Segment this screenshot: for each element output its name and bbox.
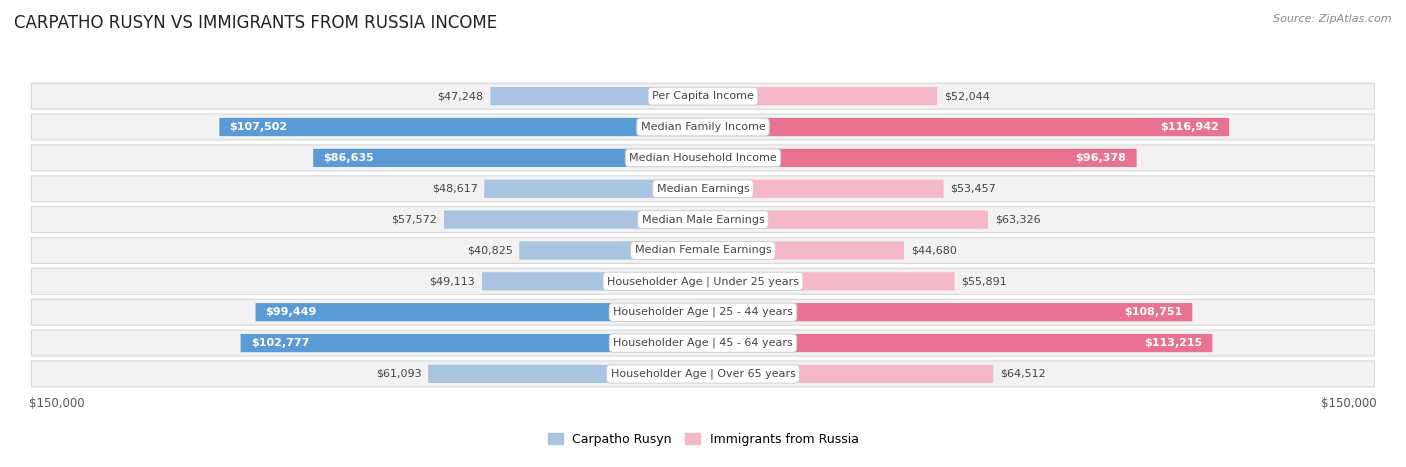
Text: Source: ZipAtlas.com: Source: ZipAtlas.com <box>1274 14 1392 24</box>
FancyBboxPatch shape <box>31 330 1375 356</box>
FancyBboxPatch shape <box>703 241 904 260</box>
Text: CARPATHO RUSYN VS IMMIGRANTS FROM RUSSIA INCOME: CARPATHO RUSYN VS IMMIGRANTS FROM RUSSIA… <box>14 14 498 32</box>
FancyBboxPatch shape <box>31 269 1375 294</box>
Text: $86,635: $86,635 <box>323 153 374 163</box>
Text: $116,942: $116,942 <box>1160 122 1219 132</box>
FancyBboxPatch shape <box>314 149 703 167</box>
FancyBboxPatch shape <box>240 334 703 352</box>
Text: $40,825: $40,825 <box>467 246 513 255</box>
Text: $150,000: $150,000 <box>1320 397 1376 410</box>
Text: $57,572: $57,572 <box>391 215 437 225</box>
Text: $47,248: $47,248 <box>437 91 484 101</box>
Text: Householder Age | 25 - 44 years: Householder Age | 25 - 44 years <box>613 307 793 318</box>
Text: $107,502: $107,502 <box>229 122 288 132</box>
Text: $108,751: $108,751 <box>1123 307 1182 317</box>
FancyBboxPatch shape <box>519 241 703 260</box>
FancyBboxPatch shape <box>703 211 988 229</box>
Text: Median Female Earnings: Median Female Earnings <box>634 246 772 255</box>
Text: $44,680: $44,680 <box>911 246 956 255</box>
Text: Median Household Income: Median Household Income <box>628 153 778 163</box>
Text: Householder Age | Under 25 years: Householder Age | Under 25 years <box>607 276 799 287</box>
FancyBboxPatch shape <box>444 211 703 229</box>
FancyBboxPatch shape <box>31 361 1375 387</box>
FancyBboxPatch shape <box>31 114 1375 140</box>
Text: $53,457: $53,457 <box>950 184 995 194</box>
FancyBboxPatch shape <box>703 149 1136 167</box>
FancyBboxPatch shape <box>482 272 703 290</box>
FancyBboxPatch shape <box>31 176 1375 202</box>
FancyBboxPatch shape <box>219 118 703 136</box>
FancyBboxPatch shape <box>31 145 1375 171</box>
FancyBboxPatch shape <box>484 180 703 198</box>
FancyBboxPatch shape <box>491 87 703 105</box>
FancyBboxPatch shape <box>703 272 955 290</box>
FancyBboxPatch shape <box>703 180 943 198</box>
Text: $102,777: $102,777 <box>250 338 309 348</box>
Text: $99,449: $99,449 <box>266 307 318 317</box>
FancyBboxPatch shape <box>703 334 1212 352</box>
Text: $150,000: $150,000 <box>30 397 86 410</box>
Text: $61,093: $61,093 <box>375 369 422 379</box>
FancyBboxPatch shape <box>31 207 1375 233</box>
Text: $113,215: $113,215 <box>1144 338 1202 348</box>
FancyBboxPatch shape <box>703 303 1192 321</box>
FancyBboxPatch shape <box>703 365 993 383</box>
Text: $96,378: $96,378 <box>1076 153 1126 163</box>
Legend: Carpatho Rusyn, Immigrants from Russia: Carpatho Rusyn, Immigrants from Russia <box>543 428 863 451</box>
Text: Per Capita Income: Per Capita Income <box>652 91 754 101</box>
FancyBboxPatch shape <box>429 365 703 383</box>
FancyBboxPatch shape <box>703 87 938 105</box>
Text: $52,044: $52,044 <box>943 91 990 101</box>
Text: Median Earnings: Median Earnings <box>657 184 749 194</box>
Text: $55,891: $55,891 <box>962 276 1007 286</box>
FancyBboxPatch shape <box>31 238 1375 263</box>
Text: Householder Age | Over 65 years: Householder Age | Over 65 years <box>610 368 796 379</box>
Text: Median Male Earnings: Median Male Earnings <box>641 215 765 225</box>
FancyBboxPatch shape <box>31 299 1375 325</box>
Text: $48,617: $48,617 <box>432 184 478 194</box>
Text: $64,512: $64,512 <box>1000 369 1046 379</box>
FancyBboxPatch shape <box>256 303 703 321</box>
FancyBboxPatch shape <box>31 83 1375 109</box>
FancyBboxPatch shape <box>703 118 1229 136</box>
Text: Median Family Income: Median Family Income <box>641 122 765 132</box>
Text: Householder Age | 45 - 64 years: Householder Age | 45 - 64 years <box>613 338 793 348</box>
Text: $63,326: $63,326 <box>994 215 1040 225</box>
Text: $49,113: $49,113 <box>429 276 475 286</box>
